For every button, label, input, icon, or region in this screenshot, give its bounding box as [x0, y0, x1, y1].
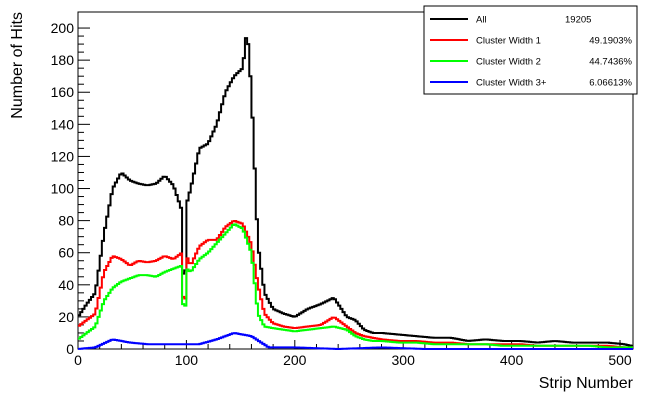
series-line-all [78, 37, 633, 347]
y-tick-label: 60 [58, 245, 74, 261]
x-tick-label: 300 [392, 352, 416, 368]
y-tick-label: 160 [51, 84, 75, 100]
legend-value-cluster-width-2: 44.7436% [589, 57, 632, 68]
legend: All 19205 Cluster Width 1 49.1903% Cluster W… [423, 5, 638, 95]
legend-value-cluster-width-1: 49.1903% [589, 36, 632, 47]
legend-label-cluster-width-1: Cluster Width 1 [476, 36, 541, 47]
legend-label-cluster-width-2: Cluster Width 2 [476, 57, 541, 68]
x-axis-label: Strip Number [539, 375, 634, 392]
axis-ticks: 0 100 200 300 400 500 0 20 40 60 80 100 120 140 160 180… [51, 20, 632, 368]
y-tick-label: 120 [51, 148, 75, 164]
series-line-cluster-width-2 [78, 223, 633, 349]
x-tick-label: 400 [500, 352, 524, 368]
series-layer [78, 37, 633, 350]
series-line-cluster-width-1 [78, 220, 633, 349]
x-tick-label: 500 [608, 352, 632, 368]
x-tick-label: 200 [283, 352, 307, 368]
series-line-cluster-width-3- [78, 332, 633, 350]
y-tick-label: 200 [51, 20, 75, 36]
y-tick-label: 20 [58, 309, 74, 325]
y-tick-label: 100 [51, 181, 75, 197]
y-tick-label: 80 [58, 213, 74, 229]
legend-value-all: 19205 [565, 15, 591, 26]
y-axis-label: Number of Hits [9, 12, 26, 119]
y-tick-label: 40 [58, 277, 74, 293]
x-tick-label: 100 [175, 352, 199, 368]
y-tick-label: 180 [51, 52, 75, 68]
y-tick-label: 140 [51, 116, 75, 132]
legend-label-all: All [476, 15, 487, 26]
legend-value-cluster-width-3-: 6.06613% [589, 78, 632, 89]
y-tick-label: 0 [66, 341, 74, 357]
legend-box [423, 5, 638, 95]
legend-label-cluster-width-3-: Cluster Width 3+ [476, 78, 547, 89]
x-tick-label: 0 [74, 352, 82, 368]
